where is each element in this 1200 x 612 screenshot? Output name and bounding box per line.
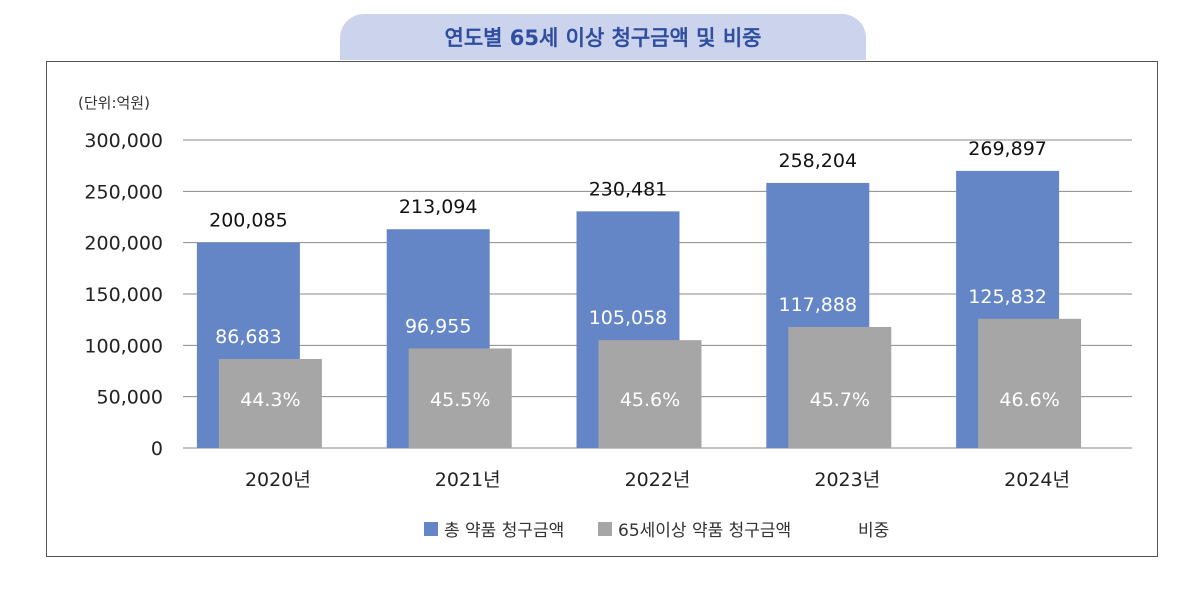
bar-elderly xyxy=(218,359,322,448)
data-label-total: 213,094 xyxy=(399,196,478,218)
x-tick-label: 2022년 xyxy=(625,469,691,491)
y-tick-label: 50,000 xyxy=(97,387,163,409)
data-label-ratio: 45.5% xyxy=(430,389,490,411)
unit-label: (단위:억원) xyxy=(78,94,150,112)
data-label-total: 200,085 xyxy=(209,210,288,232)
legend-label-ratio: 비중 xyxy=(858,521,890,541)
x-tick-label: 2020년 xyxy=(245,469,311,491)
chart-frame xyxy=(46,61,1158,557)
legend-swatch-total xyxy=(424,521,438,536)
y-tick-label: 300,000 xyxy=(84,130,163,152)
data-label-ratio: 45.6% xyxy=(620,389,680,411)
data-label-ratio: 46.6% xyxy=(999,389,1059,411)
bar-elderly xyxy=(978,318,1082,448)
data-label-ratio: 45.7% xyxy=(810,389,870,411)
legend-item-total: 총 약품 청구금액 xyxy=(424,516,564,541)
legend-item-elderly: 65세이상 약품 청구금액 xyxy=(598,516,791,541)
legend: 총 약품 청구금액 65세이상 약품 청구금액 비중 xyxy=(0,516,1200,542)
x-tick-label: 2021년 xyxy=(435,469,501,491)
legend-label-total: 총 약품 청구금액 xyxy=(444,521,565,541)
bar-elderly xyxy=(598,340,702,448)
legend-label-elderly: 65세이상 약품 청구금액 xyxy=(618,521,792,541)
data-label-total: 269,897 xyxy=(968,138,1047,160)
y-tick-label: 200,000 xyxy=(84,233,163,255)
legend-item-ratio: 비중 xyxy=(858,516,889,541)
data-label-elderly: 105,058 xyxy=(589,307,668,329)
chart-title: 연도별 65세 이상 청구금액 및 비중 xyxy=(340,14,866,60)
data-label-elderly: 125,832 xyxy=(968,286,1047,308)
y-tick-label: 100,000 xyxy=(84,335,163,357)
data-label-ratio: 44.3% xyxy=(240,389,300,411)
data-label-total: 258,204 xyxy=(779,150,858,172)
data-label-elderly: 96,955 xyxy=(405,315,471,337)
data-label-elderly: 86,683 xyxy=(215,326,281,348)
y-tick-label: 250,000 xyxy=(84,181,163,203)
y-tick-label: 0 xyxy=(151,438,163,460)
x-tick-label: 2024년 xyxy=(1004,469,1070,491)
data-label-total: 230,481 xyxy=(589,178,668,200)
bar-elderly xyxy=(788,326,892,448)
y-tick-label: 150,000 xyxy=(84,284,163,306)
legend-swatch-elderly xyxy=(598,521,612,536)
bar-elderly xyxy=(408,348,512,448)
x-tick-label: 2023년 xyxy=(814,469,880,491)
data-label-elderly: 117,888 xyxy=(779,294,858,316)
